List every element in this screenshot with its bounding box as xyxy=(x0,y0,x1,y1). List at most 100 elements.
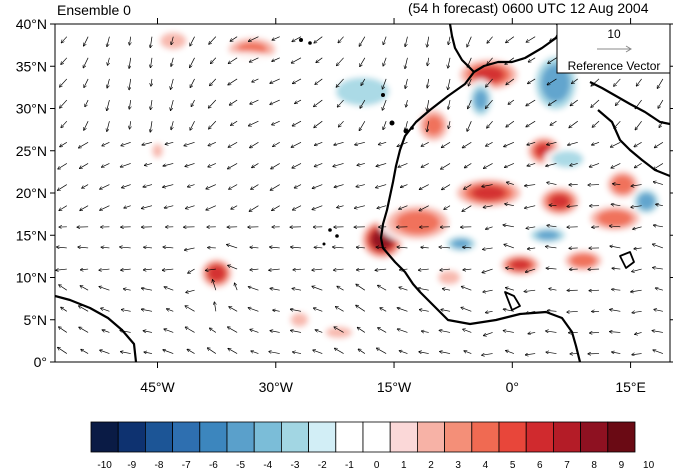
wind-vector xyxy=(524,290,536,291)
wind-vector xyxy=(102,330,110,333)
wind-vector xyxy=(248,36,259,42)
wind-vector xyxy=(335,348,344,354)
wind-vector xyxy=(486,78,493,87)
wind-vector xyxy=(190,121,195,130)
wind-vector xyxy=(484,332,493,335)
wind-vector xyxy=(377,348,387,354)
wind-vector xyxy=(468,99,472,109)
wind-vector xyxy=(270,78,280,83)
wind-vector xyxy=(250,99,259,104)
anomaly-blob xyxy=(290,312,309,327)
wind-vector xyxy=(150,121,152,132)
wind-vector xyxy=(527,248,536,249)
wind-vector xyxy=(206,205,216,210)
lon-tick-label: 15°W xyxy=(377,379,412,395)
wind-vector xyxy=(427,78,429,88)
colorbar-swatch xyxy=(580,421,609,453)
wind-vector xyxy=(336,307,344,312)
wind-vector xyxy=(633,226,642,229)
wind-vector xyxy=(82,184,89,189)
wind-vector xyxy=(631,185,642,187)
wind-vector xyxy=(171,57,174,66)
wind-vector xyxy=(400,184,408,188)
anomaly-blob xyxy=(471,185,507,201)
wind-vector xyxy=(84,36,89,46)
wind-vector xyxy=(546,268,557,269)
wind-vector xyxy=(448,36,450,45)
wind-vector xyxy=(547,78,557,85)
wind-vector xyxy=(248,287,259,291)
wind-vector xyxy=(58,163,68,169)
wind-vector xyxy=(250,247,259,248)
wind-vector xyxy=(357,327,366,333)
colorbar-swatch xyxy=(280,421,309,453)
wind-vector xyxy=(464,184,472,190)
wind-vector xyxy=(191,99,195,106)
wind-vector xyxy=(546,246,557,247)
wind-vector xyxy=(163,163,174,166)
wind-vector xyxy=(188,184,195,187)
wind-vector xyxy=(399,351,408,354)
wind-vector xyxy=(339,120,344,127)
colorbar-swatch xyxy=(416,421,445,453)
anomaly-blob xyxy=(451,238,471,249)
colorbar-label: -2 xyxy=(318,460,327,471)
plot-title-right: (54 h forecast) 0600 UTC 12 Aug 2004 xyxy=(408,0,649,16)
wind-vector xyxy=(503,309,514,312)
wind-vector xyxy=(525,354,536,355)
wind-vector xyxy=(337,206,344,208)
wind-vector xyxy=(359,120,366,130)
colorbar-swatch xyxy=(389,421,418,453)
anomaly-blob xyxy=(424,115,443,136)
wind-vector xyxy=(399,287,408,291)
wind-vector xyxy=(397,308,408,312)
reference-vector-box: 10 Reference Vector xyxy=(556,24,670,74)
wind-vector xyxy=(207,348,217,354)
wind-vector xyxy=(338,36,344,43)
wind-vector xyxy=(356,269,365,270)
wind-vector xyxy=(251,184,259,190)
colorbar-swatch xyxy=(525,421,554,453)
wind-vector xyxy=(591,99,600,107)
wind-vector xyxy=(406,99,408,107)
wind-vector xyxy=(293,352,302,354)
lon-tick-label: 30°W xyxy=(259,379,294,395)
wind-vector xyxy=(229,184,238,190)
wind-vector xyxy=(440,352,451,354)
wind-vector xyxy=(506,288,514,291)
anomaly-blob xyxy=(637,192,656,211)
wind-vector xyxy=(654,163,664,169)
wind-vector xyxy=(295,99,302,103)
wind-vector xyxy=(313,350,323,354)
wind-vector xyxy=(164,287,174,291)
wind-vector xyxy=(130,121,131,129)
wind-vector xyxy=(378,141,387,144)
wind-vector xyxy=(59,327,68,333)
wind-vector xyxy=(636,78,642,86)
wind-vector xyxy=(250,329,259,333)
wind-vector xyxy=(190,36,195,46)
wind-vector xyxy=(427,99,429,111)
wind-vector xyxy=(448,78,451,90)
anomaly-blob xyxy=(569,253,597,268)
coastline xyxy=(55,24,670,362)
wind-vector xyxy=(421,163,429,167)
wind-vector xyxy=(337,99,344,107)
colorbar-label: -7 xyxy=(182,460,191,471)
wind-vector xyxy=(121,352,131,354)
wind-vector xyxy=(57,247,67,248)
wind-vector xyxy=(314,163,323,166)
wind-vector xyxy=(360,99,366,108)
wind-vector xyxy=(270,184,280,191)
wind-vector xyxy=(129,78,131,90)
wind-vector xyxy=(654,225,663,227)
wind-vector xyxy=(572,78,578,84)
wind-vector xyxy=(208,141,216,145)
wind-vector xyxy=(383,121,387,129)
wind-vector xyxy=(56,269,67,270)
wind-vector xyxy=(58,184,68,191)
map-plot-area: 10 Reference Vector xyxy=(55,24,670,362)
wind-vector xyxy=(249,57,259,62)
wind-vector xyxy=(467,121,472,131)
wind-vector xyxy=(151,78,152,86)
